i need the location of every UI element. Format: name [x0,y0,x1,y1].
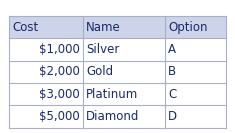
Text: $2,000: $2,000 [39,65,80,78]
Text: D: D [168,110,177,123]
Text: $1,000: $1,000 [39,43,80,56]
Text: Name: Name [86,21,121,34]
Text: A: A [168,43,176,56]
Text: $3,000: $3,000 [39,88,80,101]
Text: $5,000: $5,000 [39,110,80,123]
Text: Silver: Silver [86,43,120,56]
Text: Platinum: Platinum [86,88,138,101]
Text: Option: Option [168,21,208,34]
Text: Cost: Cost [13,21,39,34]
Text: C: C [168,88,176,101]
Text: B: B [168,65,176,78]
Text: Gold: Gold [86,65,113,78]
Text: Diamond: Diamond [86,110,140,123]
